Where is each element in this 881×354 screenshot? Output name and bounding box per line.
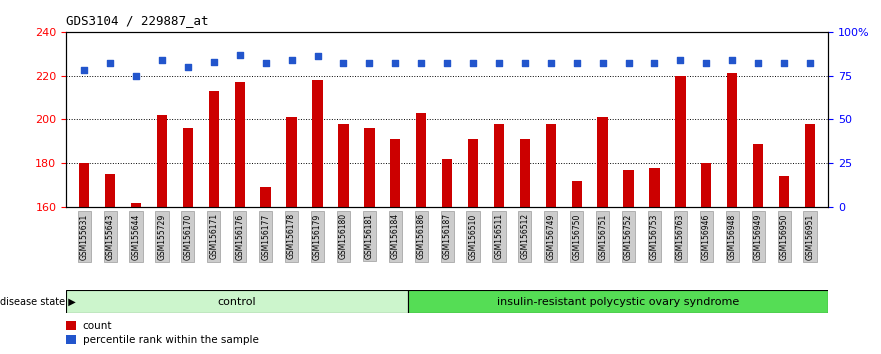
Point (596, 61, 610, 66)
Text: GDS3104 / 229887_at: GDS3104 / 229887_at (66, 14, 209, 27)
Bar (753, 144, 763, 207)
Bar (493, 124, 504, 207)
Bar (131, 203, 141, 207)
Point (362, 61, 376, 66)
Point (777, 61, 791, 66)
Bar (408, 290, 828, 313)
Point (233, 52, 247, 57)
Bar (675, 76, 685, 207)
Bar (649, 168, 660, 207)
Bar (66, 290, 408, 313)
Point (648, 61, 662, 66)
Bar (364, 128, 374, 207)
Point (414, 61, 428, 66)
Point (129, 73, 143, 79)
Point (389, 61, 403, 66)
Bar (805, 124, 815, 207)
Bar (416, 113, 426, 207)
Bar (468, 139, 478, 207)
Bar (442, 159, 452, 207)
Text: count: count (83, 321, 112, 331)
Point (310, 53, 324, 59)
Bar (520, 139, 530, 207)
Text: control: control (218, 297, 256, 307)
Point (621, 61, 635, 66)
Bar (157, 115, 167, 207)
Point (700, 61, 714, 66)
Text: disease state ▶: disease state ▶ (0, 297, 76, 307)
Bar (105, 174, 115, 207)
Point (725, 57, 739, 63)
Bar (624, 170, 633, 207)
Bar (779, 176, 789, 207)
Point (544, 61, 558, 66)
Bar (286, 117, 297, 207)
Bar (727, 74, 737, 207)
Point (673, 57, 687, 63)
Text: insulin-resistant polycystic ovary syndrome: insulin-resistant polycystic ovary syndr… (497, 297, 739, 307)
Point (207, 59, 221, 64)
Bar (313, 80, 322, 207)
Bar (209, 91, 219, 207)
Point (155, 57, 169, 63)
Bar (66, 321, 76, 330)
Bar (597, 117, 608, 207)
Bar (234, 82, 245, 207)
Text: percentile rank within the sample: percentile rank within the sample (83, 335, 259, 345)
Bar (701, 163, 712, 207)
Bar (338, 124, 349, 207)
Point (492, 61, 506, 66)
Point (466, 61, 480, 66)
Bar (66, 336, 76, 344)
Bar (79, 163, 89, 207)
Point (570, 61, 584, 66)
Bar (261, 187, 270, 207)
Point (285, 57, 299, 63)
Point (259, 61, 273, 66)
Bar (545, 124, 556, 207)
Point (181, 64, 195, 70)
Bar (572, 181, 581, 207)
Point (518, 61, 532, 66)
Point (103, 61, 117, 66)
Point (337, 61, 351, 66)
Point (803, 61, 817, 66)
Bar (390, 139, 401, 207)
Point (751, 61, 766, 66)
Point (78, 68, 92, 73)
Point (440, 61, 455, 66)
Bar (182, 128, 193, 207)
